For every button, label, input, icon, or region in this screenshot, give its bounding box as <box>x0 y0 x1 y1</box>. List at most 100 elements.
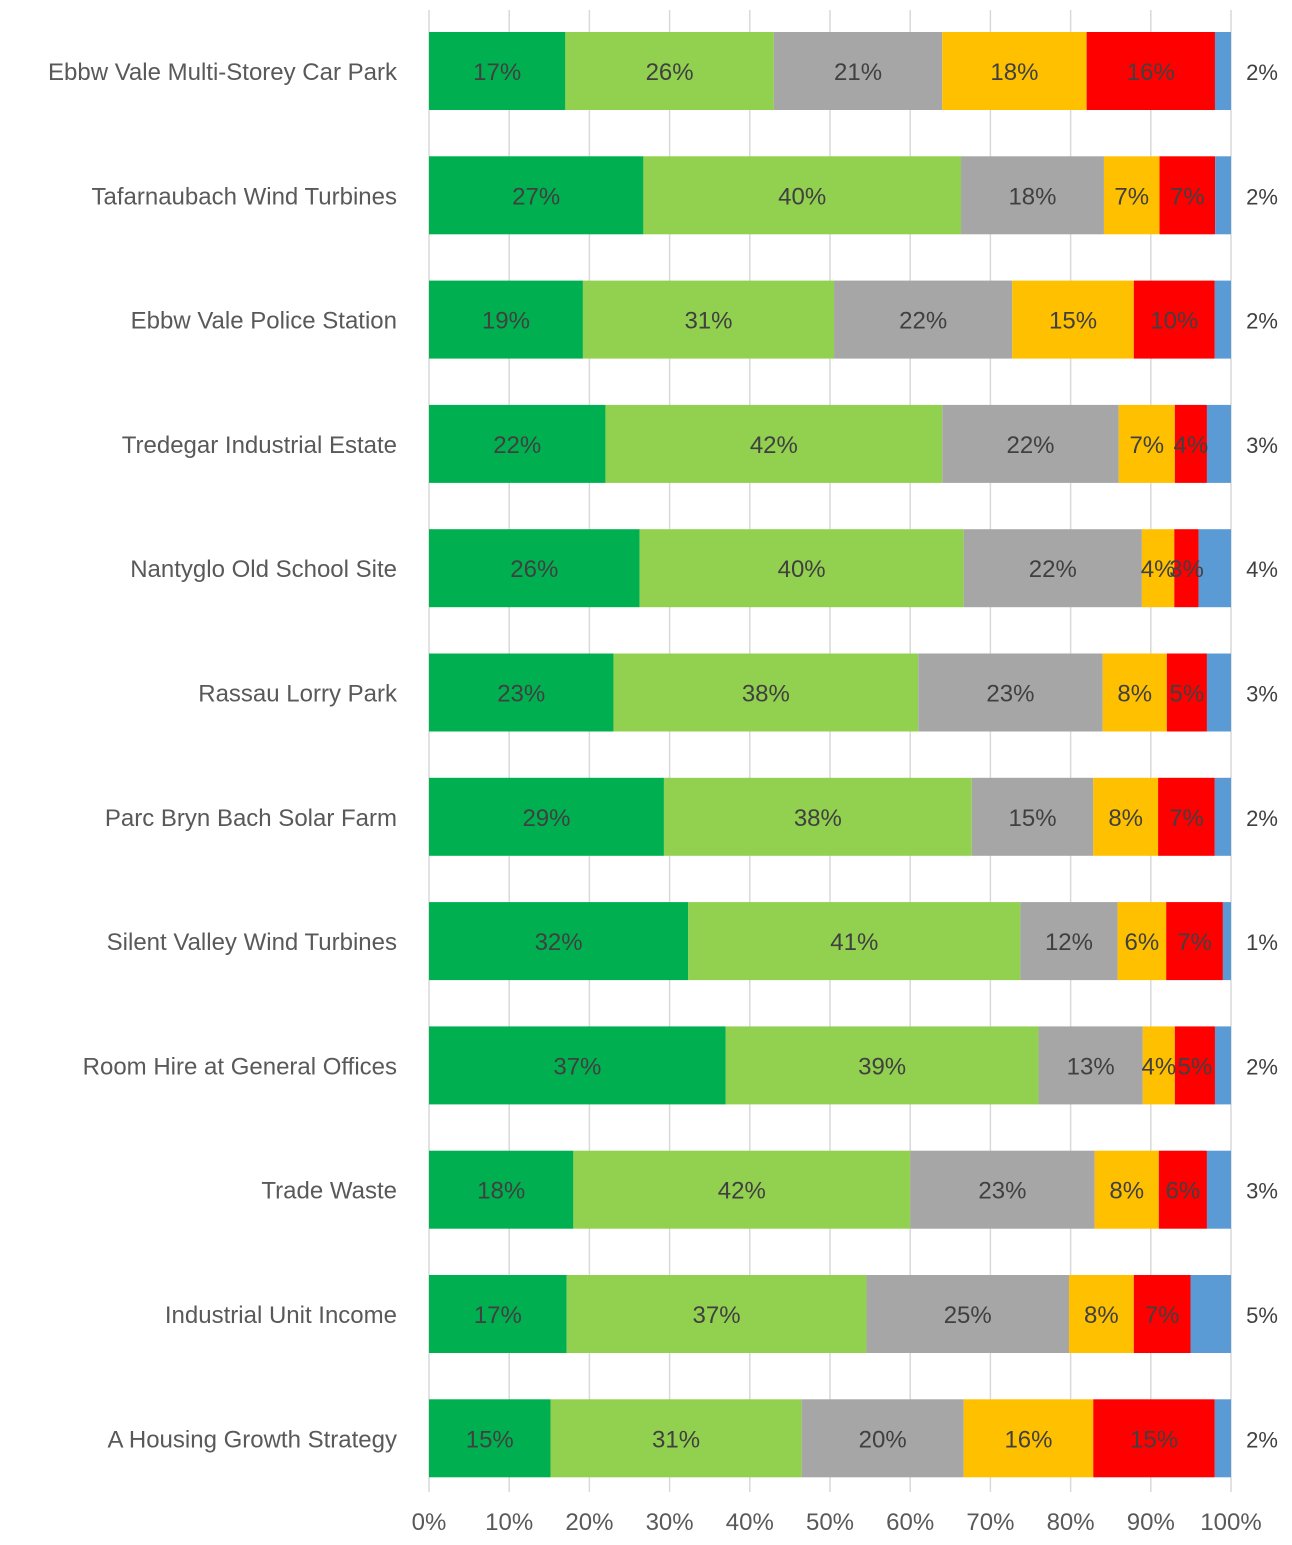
bar-segment <box>639 529 964 608</box>
bar-segment <box>1102 653 1167 732</box>
x-tick-label: 90% <box>1127 1509 1175 1536</box>
data-label: 15% <box>1049 308 1097 335</box>
data-label: 2% <box>1246 309 1278 334</box>
data-label: 7% <box>1169 805 1204 832</box>
data-label: 22% <box>493 432 541 459</box>
bar-segment <box>429 404 606 483</box>
data-label: 15% <box>466 1426 514 1453</box>
bar-segment <box>1141 529 1175 608</box>
data-label: 6% <box>1166 1178 1201 1205</box>
bar-segment <box>1159 156 1216 235</box>
data-label: 4% <box>1246 557 1278 582</box>
data-label: 40% <box>778 183 826 210</box>
data-label: 15% <box>1130 1426 1178 1453</box>
x-tick-label: 10% <box>485 1509 533 1536</box>
data-label: 26% <box>646 59 694 86</box>
bar-segment <box>1214 280 1231 359</box>
data-label: 8% <box>1117 681 1152 708</box>
data-label: 25% <box>944 1302 992 1329</box>
bar-segment <box>1020 902 1118 981</box>
bar-segment <box>1198 529 1231 608</box>
bar-segment <box>429 32 566 110</box>
bar-segment <box>1094 1150 1159 1229</box>
bar-segment <box>429 1026 726 1105</box>
bar-segment <box>801 1399 964 1478</box>
bar-segment <box>1166 653 1207 732</box>
data-label: 6% <box>1125 929 1160 956</box>
data-label: 27% <box>512 183 560 210</box>
data-label: 3% <box>1169 556 1204 583</box>
data-label: 3% <box>1246 1179 1278 1204</box>
bar-segment <box>1038 1026 1143 1105</box>
bar-segment <box>963 1399 1094 1478</box>
bar-segment <box>910 1150 1095 1229</box>
data-label: 18% <box>990 59 1038 86</box>
data-label: 23% <box>978 1178 1026 1205</box>
data-label: 39% <box>858 1053 906 1080</box>
bar-segment <box>429 902 689 981</box>
category-label: A Housing Growth Strategy <box>108 1426 397 1453</box>
bar-segment <box>961 156 1104 235</box>
data-label: 8% <box>1084 1302 1119 1329</box>
bar-segment <box>1133 280 1215 359</box>
data-label: 22% <box>1006 432 1054 459</box>
bar-segment <box>429 529 640 608</box>
category-label: Rassau Lorry Park <box>198 681 398 708</box>
x-tick-label: 60% <box>886 1509 934 1536</box>
bar-segment <box>866 1275 1069 1353</box>
data-label: 3% <box>1246 433 1278 458</box>
data-label: 15% <box>1009 805 1057 832</box>
bar-segment <box>918 653 1103 732</box>
data-labels: 17% 26% 21% 18% 16% 2% 27% 40% 18% 7% 7% 2% 19% 31% 22… <box>466 59 1278 1453</box>
bar-segment <box>429 1399 551 1478</box>
x-tick-label: 0% <box>412 1509 447 1536</box>
category-label: Trade Waste <box>261 1178 397 1205</box>
bar-segment <box>942 404 1119 483</box>
bar-segment <box>1174 1026 1215 1105</box>
data-label: 21% <box>834 59 882 86</box>
bar-segment <box>1214 32 1231 110</box>
data-label: 4% <box>1141 1053 1176 1080</box>
data-label: 31% <box>652 1426 700 1453</box>
x-tick-label: 30% <box>646 1509 694 1536</box>
data-label: 13% <box>1067 1053 1115 1080</box>
x-tick-label: 40% <box>726 1509 774 1536</box>
x-tick-label: 80% <box>1047 1509 1095 1536</box>
bar-segment <box>1215 156 1231 235</box>
category-label: Tafarnaubach Wind Turbines <box>91 183 397 210</box>
bar-segment <box>663 777 972 856</box>
bar-segment <box>1012 280 1134 359</box>
bar-segment <box>971 777 1094 856</box>
data-label: 2% <box>1246 1054 1278 1079</box>
data-label: 20% <box>859 1426 907 1453</box>
data-label: 5% <box>1178 1053 1213 1080</box>
data-label: 42% <box>750 432 798 459</box>
bar-segment <box>1093 1399 1215 1478</box>
data-label: 10% <box>1150 308 1198 335</box>
bar-segment <box>725 1026 1039 1105</box>
bar-segment <box>1166 902 1223 981</box>
data-label: 1% <box>1246 930 1278 955</box>
data-label: 17% <box>473 59 521 86</box>
bar-segment <box>773 32 943 110</box>
data-label: 41% <box>830 929 878 956</box>
x-tick-label: 100% <box>1200 1509 1261 1536</box>
data-label: 2% <box>1246 1427 1278 1452</box>
bar-segment <box>1093 777 1159 856</box>
data-label: 19% <box>482 308 530 335</box>
data-label: 4% <box>1174 432 1209 459</box>
category-label: Room Hire at General Offices <box>83 1053 397 1080</box>
bar-segment <box>1133 1275 1191 1353</box>
data-label: 38% <box>742 681 790 708</box>
data-label: 7% <box>1177 929 1212 956</box>
value-axis: 0% 10% 20% 30% 40% 50% 60% 70% 80% 90% 100% <box>412 1509 1262 1536</box>
bar-segment <box>582 280 835 359</box>
data-label: 17% <box>474 1302 522 1329</box>
data-label: 18% <box>477 1178 525 1205</box>
category-label: Nantyglo Old School Site <box>130 556 397 583</box>
data-label: 32% <box>535 929 583 956</box>
data-label: 4% <box>1141 556 1176 583</box>
data-label: 37% <box>553 1053 601 1080</box>
bar-segment <box>429 777 664 856</box>
data-label: 8% <box>1108 805 1143 832</box>
